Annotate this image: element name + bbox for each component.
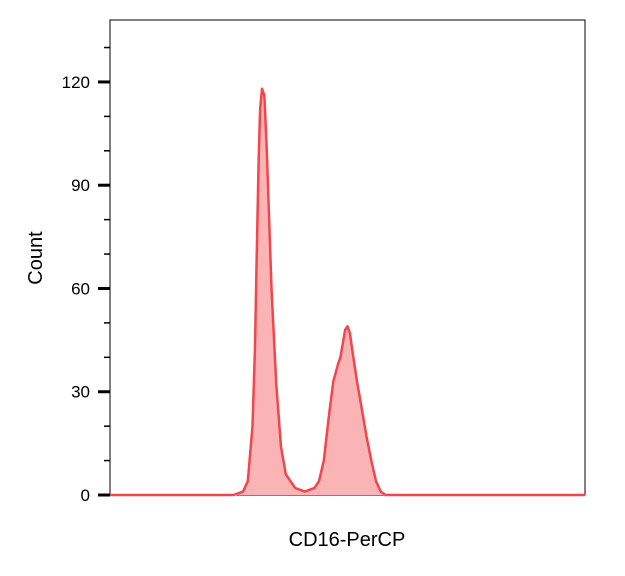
y-tick-label: 60 bbox=[71, 279, 90, 298]
x-axis-label: CD16-PerCP bbox=[289, 529, 406, 551]
y-axis: 0 30 60 90 120 bbox=[62, 46, 110, 505]
histogram-line-0 bbox=[110, 87, 585, 497]
series-layer bbox=[110, 87, 585, 497]
y-tick-label: 120 bbox=[62, 73, 90, 92]
y-tick-label: 30 bbox=[71, 383, 90, 402]
histogram-area-0 bbox=[110, 88, 585, 496]
y-tick-label: 90 bbox=[71, 176, 90, 195]
y-tick-label: 0 bbox=[81, 486, 90, 505]
y-axis-label: Count bbox=[25, 231, 47, 285]
